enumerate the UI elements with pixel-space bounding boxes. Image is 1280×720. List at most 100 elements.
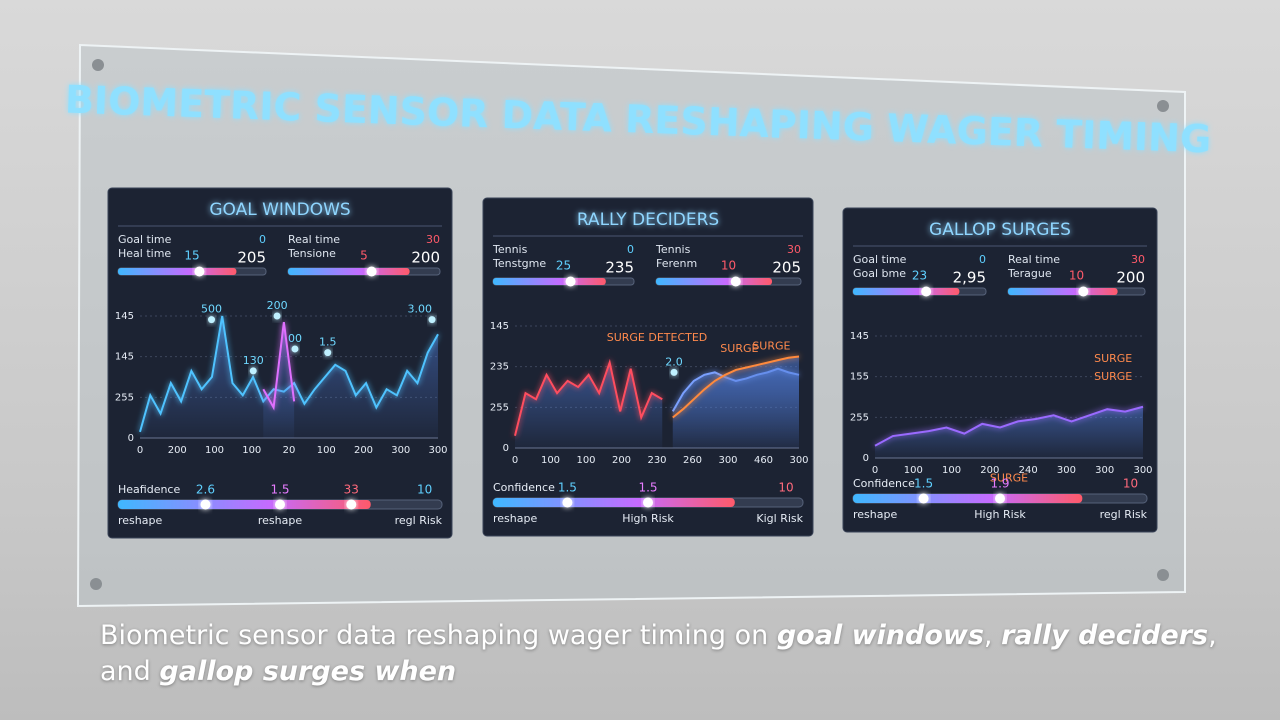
confidence-knob [918,493,929,504]
x-tick-label: 100 [942,465,961,476]
x-tick-label: 200 [612,455,631,466]
x-tick-label: 0 [137,445,143,456]
mount-bolt [90,578,102,590]
annotation: SURGE [1094,352,1132,365]
x-tick-label: 240 [1019,465,1038,476]
metric-value: 30 [1131,253,1145,266]
confidence-footer: regl Risk [395,514,443,527]
confidence-label: Confidence [493,481,555,494]
confidence-value: 1.5 [270,483,289,497]
caption-text: , [983,620,1002,651]
slider-knob [565,276,576,287]
confidence-value: 1.9 [990,477,1009,491]
metric-value: 0 [627,243,634,256]
slider-fill [853,288,960,295]
y-tick-label: 145 [850,331,869,342]
metric-label: Terague [1007,267,1052,280]
confidence-knob [995,493,1005,504]
slider-knob [921,286,932,297]
confidence-footer: reshape [493,512,537,525]
metric-label: Tenstgme [492,257,546,270]
mount-bolt [92,59,104,71]
annotation: 00 [288,332,302,345]
confidence-value: 2.6 [196,483,215,497]
slider-knob [366,266,377,277]
confidence-knob [200,499,211,510]
y-tick-label: 255 [490,402,509,413]
metric-big: 205 [772,259,801,277]
confidence-value: 10 [778,481,793,495]
annotation-dot [670,368,678,376]
y-tick-label: 0 [503,443,509,454]
x-tick-label: 0 [512,455,518,466]
series-line [514,358,663,437]
confidence-value: 1.5 [558,481,577,495]
series-area [672,356,799,448]
confidence-footer: High Risk [974,508,1026,521]
annotation: 3.00 [408,303,433,316]
metric-label: Real time [1008,253,1060,266]
y-tick-label: 0 [863,453,869,464]
dashboard-panel: RALLY DECIDERS Tennis 0 Tenstgme 25 235 Tennis… [482,197,814,537]
x-tick-label: 100 [317,445,336,456]
metric-small: 10 [1069,269,1084,283]
metric-small: 25 [556,259,571,273]
slider-fill [493,278,606,285]
caption-emphasis: gallop surges when [159,656,457,687]
dashboard-panel: GALLOP SURGES Goal time 0 Goal bme 23 2,95 Rea… [842,207,1158,533]
slider-knob [194,266,205,277]
y-tick-label: 145 [115,352,134,363]
confidence-fill [853,494,1083,503]
annotation: SURGE [752,340,790,353]
annotation: 2.0 [665,355,683,368]
x-tick-label: 260 [683,455,702,466]
metric-small: 23 [912,269,927,283]
panel-title: GALLOP SURGES [929,220,1071,240]
confidence-value: 1.5 [638,481,657,495]
mount-bolt [1157,569,1169,581]
metric-small: 5 [360,249,368,263]
confidence-knob [346,499,357,510]
annotation: SURGE DETECTED [607,331,708,344]
annotation-dot [249,367,257,375]
caption-text: Biometric sensor data reshaping wager ti… [100,620,777,651]
x-tick-label: 300 [718,455,737,466]
series-area [140,316,438,438]
panel-title: GOAL WINDOWS [209,200,350,220]
series-line [672,355,800,419]
slider-fill [656,278,772,285]
metric-label: Tensione [287,247,336,260]
metric-label: Tennis [655,243,691,256]
y-tick-label: 155 [850,372,869,383]
caption-emphasis: rally deciders [1001,620,1209,651]
annotation: 500 [201,303,222,316]
confidence-footer: reshape [118,514,162,527]
slider-knob [730,276,741,287]
y-tick-label: 145 [490,321,509,332]
x-tick-label: 300 [391,445,410,456]
confidence-knob [643,497,653,508]
x-tick-label: 100 [576,455,595,466]
y-tick-label: 145 [115,311,134,322]
slider-fill [288,268,410,275]
mount-bolt [1157,100,1169,112]
x-tick-label: 300 [1057,465,1076,476]
confidence-knob [562,497,573,508]
confidence-value: 10 [1123,477,1138,491]
annotation-dot [273,312,281,320]
annotation: SURGE [1094,370,1132,383]
slider-fill [1008,288,1118,295]
series-area [263,322,295,438]
series-line [874,405,1144,447]
confidence-footer: reshape [853,508,897,521]
x-tick-label: 100 [242,445,261,456]
x-tick-label: 0 [872,465,878,476]
annotation: SURGE [720,342,758,355]
annotation-dot [428,316,436,324]
metric-value: 0 [259,233,266,246]
metric-small: 10 [721,259,736,273]
metric-label: Goal time [853,253,907,266]
